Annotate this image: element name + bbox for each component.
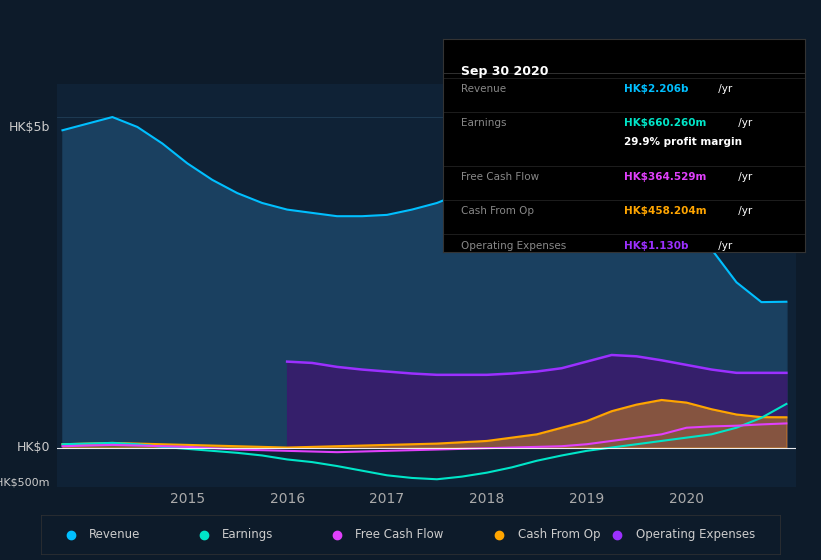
Text: Cash From Op: Cash From Op bbox=[461, 207, 534, 217]
Text: HK$5b: HK$5b bbox=[9, 120, 50, 134]
Text: Sep 30 2020: Sep 30 2020 bbox=[461, 65, 549, 78]
Text: HK$1.130b: HK$1.130b bbox=[624, 240, 689, 250]
Text: Earnings: Earnings bbox=[222, 528, 273, 542]
Text: Earnings: Earnings bbox=[461, 118, 507, 128]
Text: 29.9% profit margin: 29.9% profit margin bbox=[624, 137, 742, 147]
Text: HK$660.260m: HK$660.260m bbox=[624, 118, 706, 128]
Text: Free Cash Flow: Free Cash Flow bbox=[355, 528, 443, 542]
Text: Operating Expenses: Operating Expenses bbox=[636, 528, 755, 542]
Text: HK$2.206b: HK$2.206b bbox=[624, 84, 689, 94]
Text: HK$364.529m: HK$364.529m bbox=[624, 172, 706, 183]
Text: /yr: /yr bbox=[736, 118, 753, 128]
Text: Cash From Op: Cash From Op bbox=[518, 528, 600, 542]
Text: /yr: /yr bbox=[715, 84, 732, 94]
Text: /yr: /yr bbox=[736, 207, 753, 217]
Text: -HK$500m: -HK$500m bbox=[0, 477, 50, 487]
Text: Operating Expenses: Operating Expenses bbox=[461, 240, 566, 250]
Text: Revenue: Revenue bbox=[461, 84, 507, 94]
Text: HK$0: HK$0 bbox=[16, 441, 50, 454]
Text: /yr: /yr bbox=[736, 172, 753, 183]
Text: HK$458.204m: HK$458.204m bbox=[624, 207, 707, 217]
Text: /yr: /yr bbox=[715, 240, 732, 250]
Text: Revenue: Revenue bbox=[89, 528, 140, 542]
Text: Free Cash Flow: Free Cash Flow bbox=[461, 172, 539, 183]
